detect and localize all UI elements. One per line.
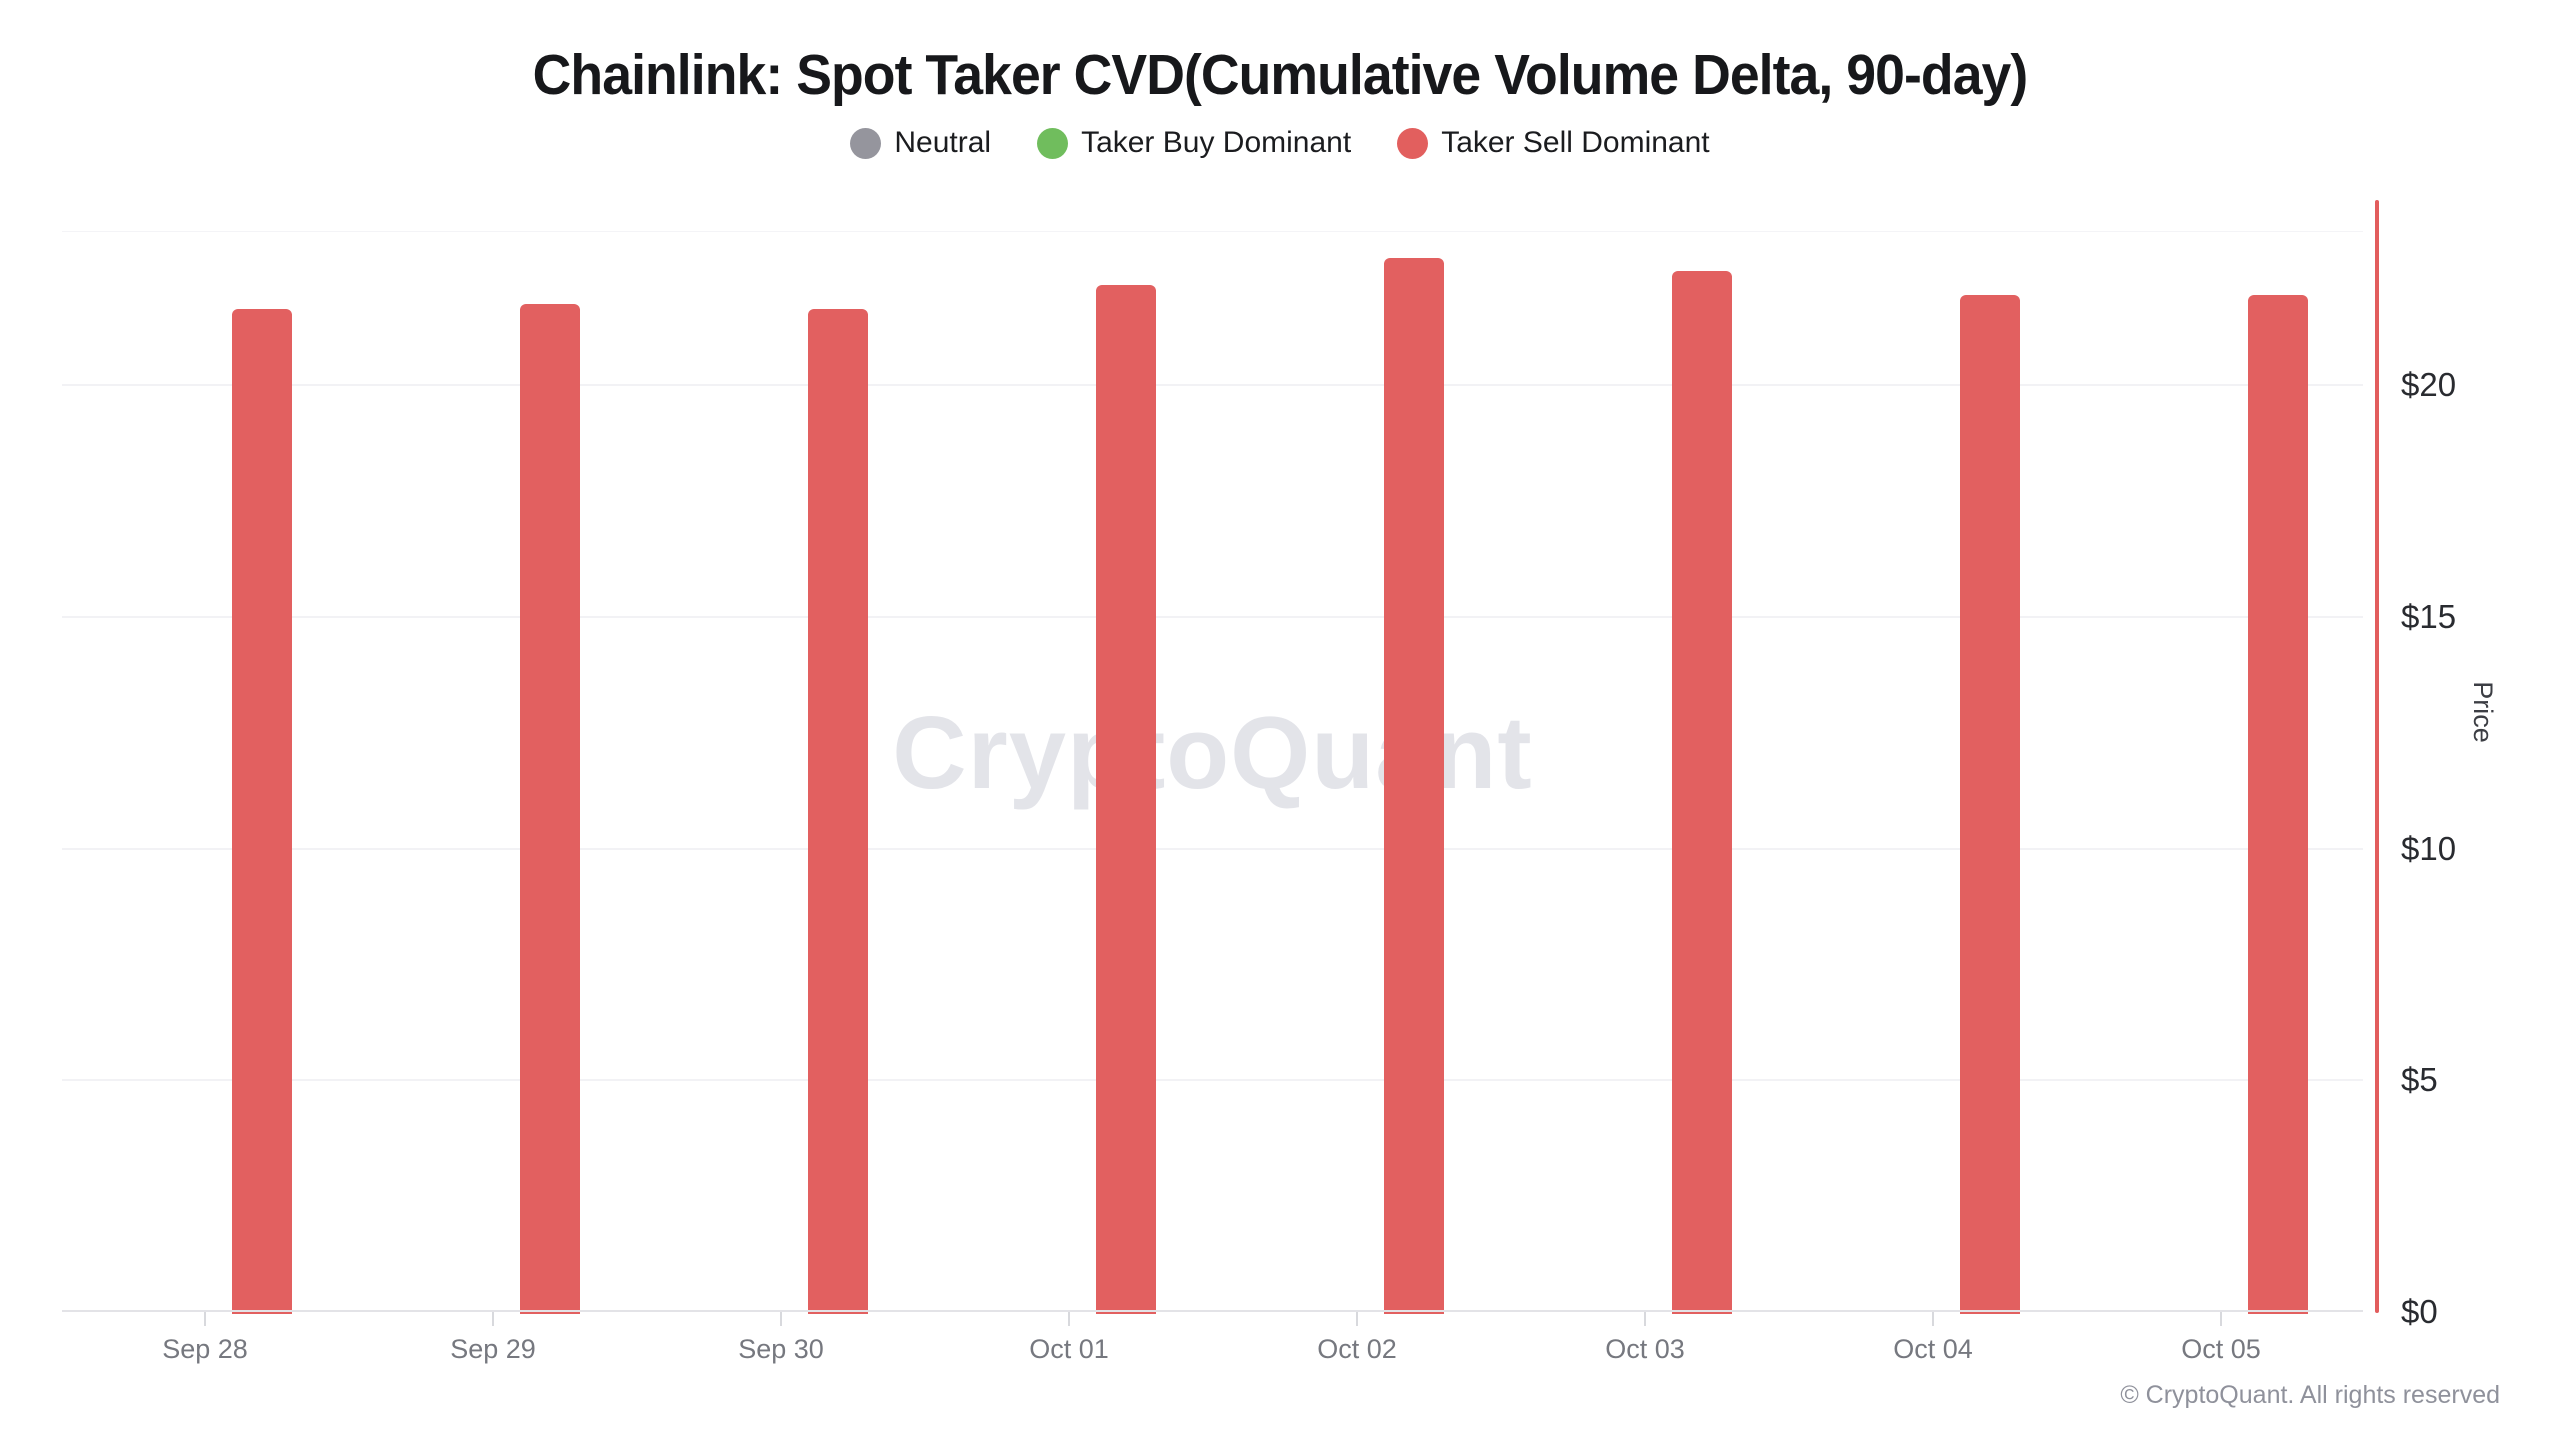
x-axis-line bbox=[62, 1310, 2363, 1312]
taker-sell-dot-icon bbox=[1397, 127, 1429, 159]
grid-line bbox=[62, 1079, 2363, 1082]
y-axis-tick-label: $5 bbox=[2401, 1061, 2438, 1099]
legend-label-taker-buy-dominant: Taker Buy Dominant bbox=[1081, 126, 1352, 159]
neutral-dot-icon bbox=[850, 127, 882, 159]
y-axis-tick-label: $0 bbox=[2401, 1293, 2438, 1330]
x-axis-tick bbox=[204, 1312, 206, 1326]
x-axis-tick bbox=[1068, 1312, 1070, 1326]
x-axis-label: Oct 05 bbox=[2181, 1334, 2261, 1364]
x-axis-tick bbox=[780, 1312, 782, 1326]
bar-oct-03[interactable] bbox=[1672, 271, 1732, 1314]
x-axis-label: Sep 29 bbox=[450, 1334, 536, 1364]
y-axis-title: Price bbox=[2468, 681, 2498, 743]
copyright-text: © CryptoQuant. All rights reserved bbox=[2120, 1381, 2500, 1409]
bar-oct-01[interactable] bbox=[1096, 285, 1156, 1314]
x-axis-label: Oct 02 bbox=[1317, 1334, 1397, 1364]
chart-title: Chainlink: Spot Taker CVD(Cumulative Vol… bbox=[532, 43, 2029, 107]
bar-oct-02[interactable] bbox=[1384, 258, 1444, 1314]
y-axis-tick-label: $20 bbox=[2401, 366, 2457, 404]
y-axis-tick-label: $15 bbox=[2401, 598, 2457, 635]
x-axis-label: Oct 03 bbox=[1605, 1334, 1685, 1364]
price-axis-line bbox=[2375, 200, 2379, 1313]
bar-oct-04[interactable] bbox=[1960, 295, 2020, 1314]
x-axis-tick bbox=[1932, 1312, 1934, 1326]
grid-line bbox=[62, 384, 2363, 387]
legend-item-taker-sell-dominant[interactable]: Taker Sell Dominant bbox=[1397, 126, 1710, 160]
grid-line bbox=[62, 616, 2363, 618]
legend-label-neutral: Neutral bbox=[894, 126, 992, 159]
legend-item-taker-buy-dominant[interactable]: Taker Buy Dominant bbox=[1037, 126, 1351, 160]
bar-sep-29[interactable] bbox=[520, 304, 580, 1314]
x-axis-tick bbox=[2220, 1312, 2222, 1326]
x-axis-tick bbox=[1356, 1312, 1358, 1326]
x-axis-label: Oct 01 bbox=[1029, 1334, 1109, 1364]
x-axis-label: Sep 30 bbox=[738, 1334, 824, 1364]
plot-top-border bbox=[62, 231, 2363, 232]
grid-line bbox=[62, 847, 2363, 850]
legend: Neutral Taker Buy Dominant Taker Sell Do… bbox=[0, 122, 2560, 164]
legend-label-taker-sell-dominant: Taker Sell Dominant bbox=[1441, 126, 1710, 159]
y-axis-tick-label: $10 bbox=[2401, 829, 2457, 867]
bar-oct-05[interactable] bbox=[2248, 295, 2308, 1314]
x-axis-label: Sep 28 bbox=[162, 1334, 248, 1364]
bar-sep-30[interactable] bbox=[808, 309, 868, 1314]
taker-buy-dot-icon bbox=[1037, 127, 1069, 159]
x-axis-label: Oct 04 bbox=[1893, 1334, 1973, 1364]
x-axis-tick bbox=[492, 1312, 494, 1326]
legend-item-neutral[interactable]: Neutral bbox=[850, 126, 991, 160]
bar-sep-28[interactable] bbox=[232, 309, 292, 1314]
x-axis-tick bbox=[1644, 1312, 1646, 1326]
